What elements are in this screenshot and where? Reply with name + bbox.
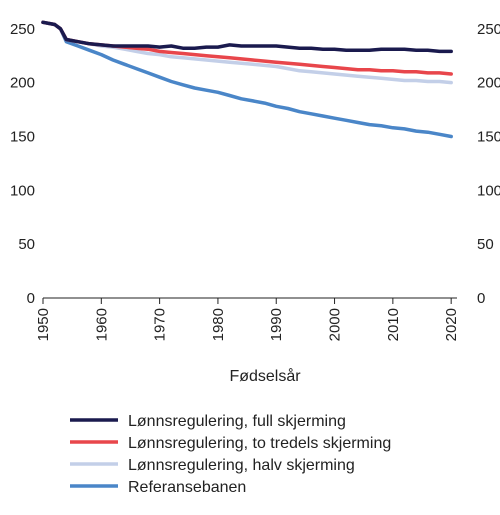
y-tick-label-left: 100	[10, 182, 35, 199]
y-tick-label-right: 250	[477, 21, 500, 38]
x-tick-label: 1970	[152, 308, 169, 341]
y-tick-label-left: 0	[27, 290, 35, 307]
series-line	[41, 20, 453, 85]
y-tick-label-right: 200	[477, 75, 500, 92]
legend-label: Lønnsregulering, full skjerming	[128, 413, 346, 430]
y-tick-label-left: 50	[18, 236, 35, 253]
legend-label: Lønnsregulering, halv skjerming	[128, 457, 355, 474]
series-line	[41, 20, 453, 54]
x-tick-label: 1980	[210, 308, 227, 341]
y-tick-label-right: 100	[477, 182, 500, 199]
y-tick-label-left: 200	[10, 75, 35, 92]
x-tick-label: 1960	[93, 308, 110, 341]
x-axis-title: Fødselsår	[229, 367, 301, 385]
tick-labels-layer: 0 0 50 50 100 100 150 150 200 200 250 250 1950 1960 19…	[10, 21, 500, 342]
y-tick-label-right: 50	[477, 236, 494, 253]
y-tick-label-left: 150	[10, 128, 35, 145]
series-layer	[41, 20, 453, 139]
x-tick-label: 2020	[443, 308, 460, 341]
y-tick-label-right: 150	[477, 128, 500, 145]
x-tick-label: 1950	[35, 308, 52, 341]
series-line	[41, 20, 453, 139]
legend: Lønnsregulering, full skjerming Lønnsregu…	[70, 413, 391, 496]
x-tick-label: 1990	[268, 308, 285, 341]
legend-label: Lønnsregulering, to tredels skjerming	[128, 435, 391, 452]
y-tick-label-left: 250	[10, 21, 35, 38]
x-tick-label: 2000	[327, 308, 344, 341]
x-tick-label: 2010	[385, 308, 402, 341]
y-tick-label-right: 0	[477, 290, 485, 307]
legend-label: Referansebanen	[128, 479, 246, 496]
axes-layer	[42, 297, 457, 304]
